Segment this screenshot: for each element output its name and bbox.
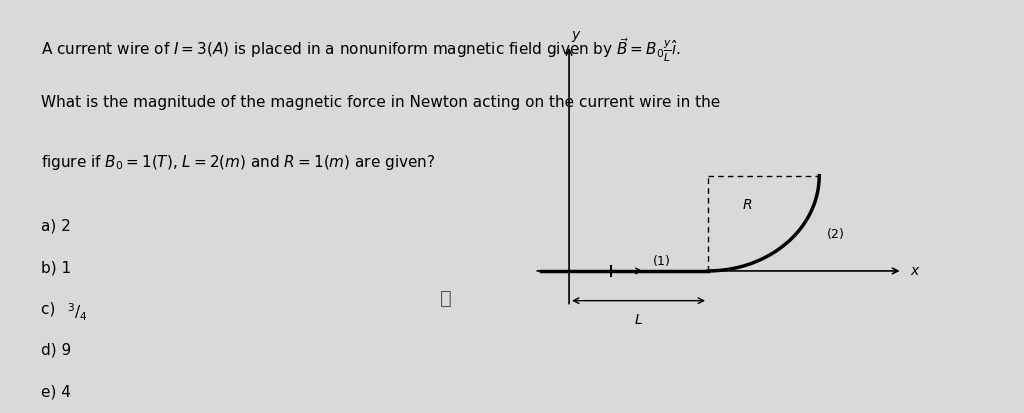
Text: figure if $B_0 = 1(T)$, $L = 2(m)$ and $R = 1(m)$ are given?: figure if $B_0 = 1(T)$, $L = 2(m)$ and $…: [41, 153, 435, 172]
Text: What is the magnitude of the magnetic force in Newton acting on the current wire: What is the magnitude of the magnetic fo…: [41, 95, 720, 110]
Text: a) 2: a) 2: [41, 219, 71, 234]
Text: $(1)$: $(1)$: [652, 253, 671, 268]
Text: e) 4: e) 4: [41, 384, 71, 399]
Text: $L$: $L$: [634, 313, 643, 327]
Text: $x$: $x$: [909, 264, 921, 278]
Text: $y$: $y$: [570, 29, 582, 44]
Text: A current wire of $I = 3(A)$ is placed in a nonuniform magnetic field given by $: A current wire of $I = 3(A)$ is placed i…: [41, 37, 681, 64]
Text: $R$: $R$: [741, 198, 752, 212]
Text: b) 1: b) 1: [41, 260, 71, 275]
Text: $^3/_4$: $^3/_4$: [67, 301, 87, 323]
Text: d) 9: d) 9: [41, 343, 72, 358]
Text: $(2)$: $(2)$: [826, 225, 845, 241]
Text: c): c): [41, 301, 60, 316]
Text: 👍: 👍: [440, 289, 452, 308]
